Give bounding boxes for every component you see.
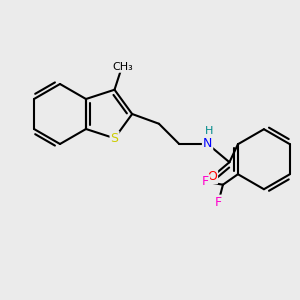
Text: O: O <box>207 170 217 183</box>
Text: H: H <box>205 126 213 136</box>
Text: CH₃: CH₃ <box>112 62 133 72</box>
Text: S: S <box>110 132 118 145</box>
Text: N: N <box>203 137 212 150</box>
Text: F: F <box>202 175 209 188</box>
Text: F: F <box>215 196 222 208</box>
